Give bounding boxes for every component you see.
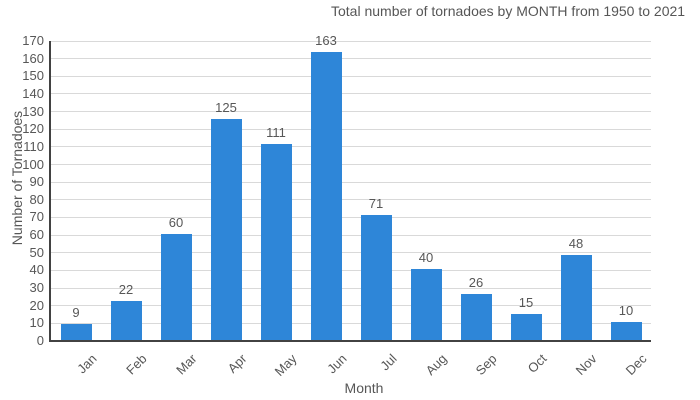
bar-value-label: 10 [618, 303, 634, 319]
bar-jul [360, 214, 392, 340]
y-tick-label: 100 [22, 156, 44, 172]
bar-value-label: 22 [118, 282, 134, 298]
gridline [51, 58, 651, 60]
y-tick-label: 140 [22, 85, 44, 101]
bar-value-label: 111 [266, 125, 286, 141]
gridline [51, 75, 651, 77]
gridline [51, 252, 651, 254]
bar-jan [60, 324, 92, 340]
gridline [51, 287, 651, 289]
x-tick-label: Oct [524, 351, 550, 376]
y-tick-label: 80 [29, 191, 44, 207]
bar-value-label: 40 [418, 250, 434, 266]
x-tick-label: Sep [472, 351, 500, 378]
gridline [51, 164, 651, 166]
x-tick-label: Feb [123, 351, 150, 378]
gridline [51, 111, 651, 113]
bar-value-label: 71 [368, 195, 384, 211]
y-tick-label: 90 [29, 174, 44, 190]
x-tick-label: Dec [622, 351, 650, 378]
y-tick-label: 60 [29, 227, 44, 243]
bar-value-label: 125 [215, 100, 237, 116]
bar-sep [460, 294, 492, 340]
bar-dec [610, 322, 642, 340]
y-tick-label: 170 [22, 33, 44, 48]
bar-value-label: 60 [168, 215, 184, 231]
gridline [51, 269, 651, 271]
x-axis-title: Month [344, 380, 384, 396]
x-tick-label: Aug [422, 351, 450, 378]
y-tick-label: 20 [29, 297, 44, 313]
x-tick-label: May [271, 351, 300, 379]
bar-nov [560, 255, 592, 340]
y-tick-label: 150 [22, 68, 44, 84]
bar-value-label: 26 [468, 275, 484, 291]
gridline [51, 40, 651, 42]
chart-title: Total number of tornadoes by MONTH from … [331, 3, 686, 19]
gridline [51, 128, 651, 130]
y-axis-line [49, 41, 51, 342]
bar-value-label: 15 [518, 294, 534, 310]
x-tick-label: Jun [324, 351, 350, 377]
y-tick-label: 160 [22, 50, 44, 66]
x-axis-line [49, 340, 651, 342]
bar-jun [310, 52, 342, 340]
x-tick-label: Nov [572, 351, 600, 378]
gridline [51, 199, 651, 201]
y-tick-label: 50 [29, 244, 44, 260]
bar-may [260, 144, 292, 340]
gridline [51, 322, 651, 324]
y-tick-label: 40 [29, 262, 44, 278]
bar-value-label: 9 [72, 305, 80, 321]
bar-mar [160, 234, 192, 340]
gridline [51, 181, 651, 183]
y-tick-label: 110 [23, 138, 44, 154]
bar-oct [510, 313, 542, 340]
gridline [51, 216, 651, 218]
gridline [51, 234, 651, 236]
y-tick-label: 30 [29, 280, 44, 296]
y-tick-label: 0 [36, 333, 44, 348]
x-tick-label: Jan [74, 351, 100, 377]
bar-value-label: 163 [315, 33, 337, 49]
x-tick-label: Mar [173, 351, 200, 378]
x-tick-label: Apr [224, 351, 250, 376]
bar-apr [210, 119, 242, 340]
y-tick-label: 10 [29, 315, 44, 331]
bar-feb [110, 301, 142, 340]
bar-aug [410, 269, 442, 340]
gridline [51, 146, 651, 148]
gridline [51, 93, 651, 95]
bar-value-label: 48 [568, 236, 584, 252]
y-tick-label: 120 [22, 121, 44, 137]
gridline [51, 305, 651, 307]
y-tick-label: 130 [22, 103, 44, 119]
y-tick-label: 70 [29, 209, 44, 225]
